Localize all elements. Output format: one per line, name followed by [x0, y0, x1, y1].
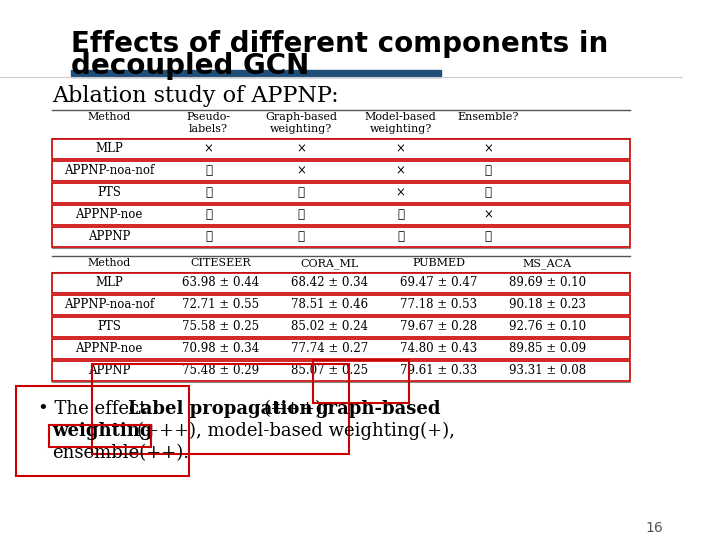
- Text: CORA_ML: CORA_ML: [300, 258, 359, 269]
- Text: ×: ×: [483, 208, 493, 221]
- Text: CITESEER: CITESEER: [190, 258, 251, 268]
- Text: ×: ×: [395, 165, 405, 178]
- Text: 74.80 ± 0.43: 74.80 ± 0.43: [400, 342, 477, 355]
- Text: ×: ×: [483, 143, 493, 156]
- Text: PTS: PTS: [97, 321, 121, 334]
- Bar: [71, 70, 441, 77]
- Text: PUBMED: PUBMED: [412, 258, 465, 268]
- Text: ✓: ✓: [485, 165, 492, 178]
- Text: ✓: ✓: [297, 208, 305, 221]
- Text: 92.76 ± 0.10: 92.76 ± 0.10: [509, 321, 586, 334]
- Text: ✓: ✓: [297, 186, 305, 199]
- Text: decoupled GCN: decoupled GCN: [71, 52, 310, 80]
- Text: ✓: ✓: [205, 186, 212, 199]
- Text: 89.85 ± 0.09: 89.85 ± 0.09: [509, 342, 586, 355]
- Text: (+++),: (+++),: [264, 400, 328, 418]
- Text: APPNP-noe: APPNP-noe: [76, 342, 143, 355]
- Text: Ablation study of APPNP:: Ablation study of APPNP:: [52, 85, 339, 107]
- Text: ✓: ✓: [397, 231, 404, 244]
- Text: APPNP: APPNP: [88, 231, 130, 244]
- Text: ✓: ✓: [485, 186, 492, 199]
- Text: APPNP: APPNP: [88, 364, 130, 377]
- Text: 85.07 ± 0.25: 85.07 ± 0.25: [291, 364, 368, 377]
- Text: MLP: MLP: [95, 143, 123, 156]
- Text: APPNP-noa-nof: APPNP-noa-nof: [64, 299, 154, 312]
- Text: ×: ×: [395, 143, 405, 156]
- Text: 75.58 ± 0.25: 75.58 ± 0.25: [182, 321, 259, 334]
- Text: 75.48 ± 0.29: 75.48 ± 0.29: [182, 364, 259, 377]
- Text: Model-based
weighting?: Model-based weighting?: [365, 112, 436, 133]
- Text: ✓: ✓: [205, 231, 212, 244]
- Text: 72.71 ± 0.55: 72.71 ± 0.55: [182, 299, 259, 312]
- Text: 77.18 ± 0.53: 77.18 ± 0.53: [400, 299, 477, 312]
- Text: (+++), model-based weighting(+),: (+++), model-based weighting(+),: [138, 422, 455, 440]
- Text: ✓: ✓: [297, 231, 305, 244]
- Text: 90.18 ± 0.23: 90.18 ± 0.23: [509, 299, 586, 312]
- Text: 89.69 ± 0.10: 89.69 ± 0.10: [509, 276, 586, 289]
- Text: • The effect:: • The effect:: [38, 400, 158, 418]
- Text: ensemble(++).: ensemble(++).: [52, 444, 189, 462]
- Text: 68.42 ± 0.34: 68.42 ± 0.34: [291, 276, 368, 289]
- Text: ×: ×: [296, 143, 306, 156]
- Text: graph-based: graph-based: [315, 400, 441, 418]
- Text: ✓: ✓: [205, 165, 212, 178]
- Text: 77.74 ± 0.27: 77.74 ± 0.27: [291, 342, 368, 355]
- Text: 63.98 ± 0.44: 63.98 ± 0.44: [182, 276, 259, 289]
- Text: ×: ×: [204, 143, 214, 156]
- Text: weighting: weighting: [52, 422, 153, 440]
- Text: ✓: ✓: [485, 231, 492, 244]
- Text: MLP: MLP: [95, 276, 123, 289]
- Text: 85.02 ± 0.24: 85.02 ± 0.24: [291, 321, 368, 334]
- Text: 79.61 ± 0.33: 79.61 ± 0.33: [400, 364, 477, 377]
- Text: APPNP-noe: APPNP-noe: [76, 208, 143, 221]
- Text: Ensemble?: Ensemble?: [458, 112, 519, 122]
- Text: 70.98 ± 0.34: 70.98 ± 0.34: [182, 342, 259, 355]
- Text: Pseudo-
labels?: Pseudo- labels?: [186, 112, 230, 133]
- Text: Label propagation: Label propagation: [128, 400, 312, 418]
- Text: ×: ×: [296, 165, 306, 178]
- Text: 69.47 ± 0.47: 69.47 ± 0.47: [400, 276, 477, 289]
- Text: MS_ACA: MS_ACA: [523, 258, 572, 269]
- Text: ✓: ✓: [205, 208, 212, 221]
- Text: APPNP-noa-nof: APPNP-noa-nof: [64, 165, 154, 178]
- Text: Effects of different components in: Effects of different components in: [71, 30, 608, 58]
- Text: Method: Method: [87, 258, 130, 268]
- Text: ✓: ✓: [397, 208, 404, 221]
- Text: Method: Method: [87, 112, 130, 122]
- Text: PTS: PTS: [97, 186, 121, 199]
- Text: 78.51 ± 0.46: 78.51 ± 0.46: [291, 299, 368, 312]
- Text: 93.31 ± 0.08: 93.31 ± 0.08: [509, 364, 586, 377]
- Text: 16: 16: [646, 521, 664, 535]
- Text: Graph-based
weighting?: Graph-based weighting?: [265, 112, 337, 133]
- Text: 79.67 ± 0.28: 79.67 ± 0.28: [400, 321, 477, 334]
- Text: ×: ×: [395, 186, 405, 199]
